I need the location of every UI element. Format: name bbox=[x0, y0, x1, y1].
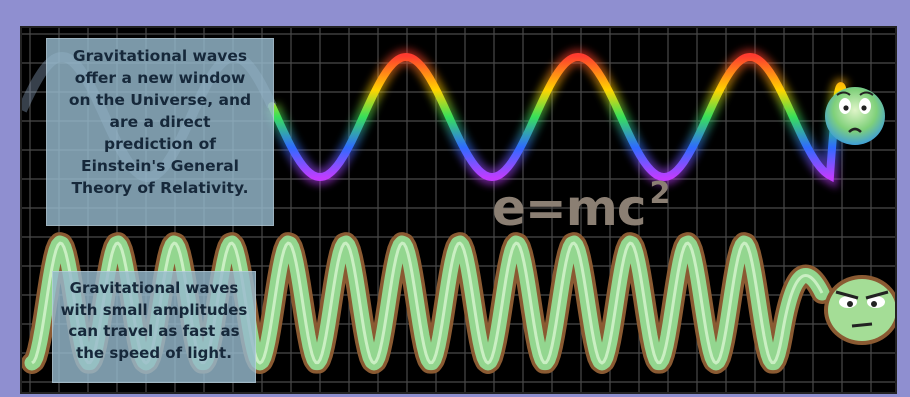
caption-line: Gravitational waves bbox=[72, 47, 248, 65]
equation-base: e=mc bbox=[492, 179, 647, 237]
caption-line: prediction of bbox=[103, 135, 217, 153]
grumpy-face-icon bbox=[824, 275, 895, 345]
caption-line: on the Universe, and bbox=[68, 91, 252, 109]
caption-line: can travel as fast as bbox=[68, 322, 240, 340]
caption-line: the speed of light. bbox=[76, 343, 232, 362]
caption-box-bottom: Gravitational waves with small amplitude… bbox=[52, 271, 256, 383]
panel-artwork bbox=[22, 28, 895, 392]
equation-label: e=mc 2 bbox=[492, 176, 671, 237]
equation-exponent: 2 bbox=[649, 176, 671, 211]
comic-panel: e=mc 2 Gravitational waves offer a new wi… bbox=[22, 28, 895, 392]
caption-line: Einstein's General bbox=[81, 157, 239, 175]
caption-line: with small amplitudes bbox=[60, 300, 248, 319]
caption-line: are a direct bbox=[109, 113, 211, 131]
caption-line: Theory of Relativity. bbox=[71, 179, 249, 197]
caption-line: Gravitational waves bbox=[69, 279, 239, 297]
worried-face-icon bbox=[825, 87, 885, 145]
caption-line: offer a new window bbox=[74, 69, 246, 87]
caption-box-top: Gravitational waves offer a new window o… bbox=[46, 38, 274, 226]
